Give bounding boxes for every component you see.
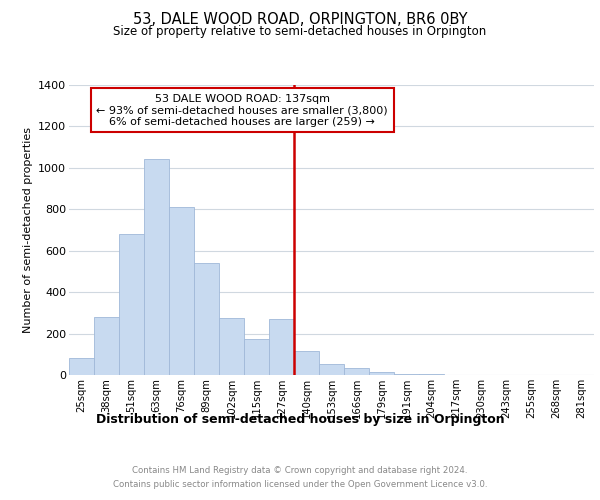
Bar [69, 358, 94, 375]
Text: Contains public sector information licensed under the Open Government Licence v3: Contains public sector information licen… [113, 480, 487, 489]
Bar [144, 158, 169, 375]
Bar [219, 318, 244, 375]
Text: Distribution of semi-detached houses by size in Orpington: Distribution of semi-detached houses by … [95, 412, 505, 426]
Bar [369, 372, 394, 375]
Bar [169, 207, 194, 375]
Y-axis label: Number of semi-detached properties: Number of semi-detached properties [23, 127, 32, 333]
Text: Contains HM Land Registry data © Crown copyright and database right 2024.: Contains HM Land Registry data © Crown c… [132, 466, 468, 475]
Bar [94, 317, 119, 375]
Bar [419, 374, 444, 375]
Text: 53, DALE WOOD ROAD, ORPINGTON, BR6 0BY: 53, DALE WOOD ROAD, ORPINGTON, BR6 0BY [133, 12, 467, 28]
Text: Size of property relative to semi-detached houses in Orpington: Size of property relative to semi-detach… [113, 25, 487, 38]
Bar [244, 339, 269, 375]
Text: 53 DALE WOOD ROAD: 137sqm
← 93% of semi-detached houses are smaller (3,800)
6% o: 53 DALE WOOD ROAD: 137sqm ← 93% of semi-… [97, 94, 388, 127]
Bar [319, 364, 344, 375]
Bar [194, 263, 219, 375]
Bar [344, 368, 369, 375]
Bar [269, 319, 294, 375]
Bar [294, 351, 319, 375]
Bar [394, 374, 419, 375]
Bar [119, 234, 144, 375]
